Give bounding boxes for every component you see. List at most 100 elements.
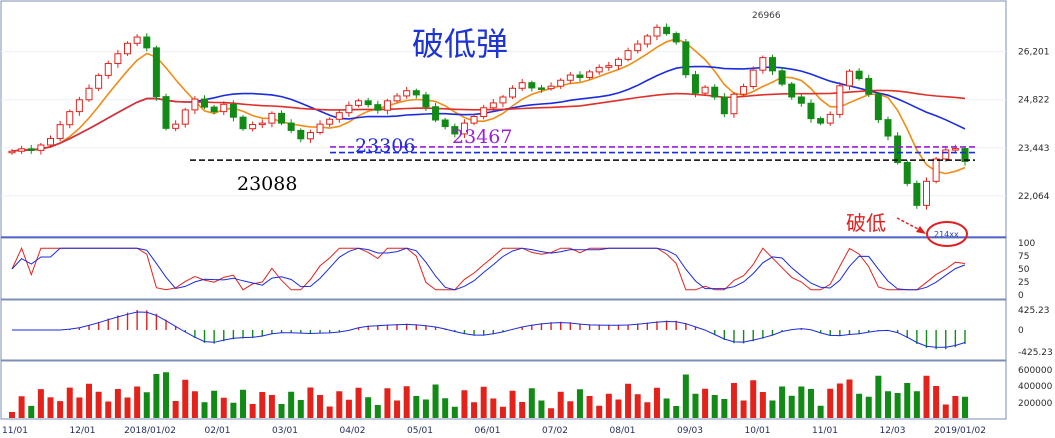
candle-body bbox=[942, 149, 950, 160]
y-tick-label: 23,443 bbox=[1018, 144, 1050, 154]
candle-body bbox=[297, 129, 305, 140]
volume-bar bbox=[788, 395, 795, 418]
candle-body bbox=[701, 86, 709, 94]
candle-body bbox=[614, 58, 622, 67]
candle-body bbox=[133, 36, 141, 44]
volume-bar bbox=[384, 388, 391, 418]
volume-bar bbox=[288, 391, 295, 418]
volume-bar bbox=[894, 393, 901, 418]
volume-bar bbox=[403, 386, 410, 418]
date-label: 12/03 bbox=[880, 426, 906, 436]
volume-bar bbox=[615, 399, 622, 418]
macd-tick-label: 0 bbox=[1018, 326, 1024, 336]
volume-bar bbox=[586, 396, 593, 418]
volume-bar bbox=[47, 397, 54, 418]
volume-bar bbox=[884, 391, 891, 418]
candle-body bbox=[143, 36, 151, 49]
volume-bar bbox=[240, 389, 247, 418]
candle-body bbox=[95, 74, 103, 89]
date-label: 02/01 bbox=[205, 426, 231, 436]
volume-bar bbox=[365, 397, 372, 418]
candle-body bbox=[720, 96, 728, 115]
volume-bar bbox=[692, 393, 699, 418]
date-label: 2018/01/02 bbox=[124, 426, 176, 436]
date-label: 11/01 bbox=[812, 426, 838, 436]
volume-bar bbox=[355, 387, 362, 418]
volume-bar bbox=[28, 405, 35, 418]
candle-body bbox=[807, 102, 815, 120]
volume-bar bbox=[769, 400, 776, 418]
volume-bar bbox=[95, 391, 102, 418]
level-label-23306: 23306 bbox=[355, 135, 415, 157]
candle-body bbox=[595, 66, 603, 73]
candle-body bbox=[682, 41, 690, 76]
candle-body bbox=[345, 104, 353, 114]
volume-bar bbox=[528, 388, 535, 418]
candle-body bbox=[37, 144, 45, 151]
volume-tick-label: 600000 bbox=[1018, 366, 1053, 376]
date-label: 05/01 bbox=[407, 426, 433, 436]
candle-body bbox=[711, 86, 719, 98]
date-label: 08/01 bbox=[610, 426, 636, 436]
volume-tick-label: 400000 bbox=[1018, 382, 1053, 392]
kd-tick-label: 50 bbox=[1018, 265, 1030, 275]
candle-body bbox=[316, 123, 324, 134]
level-label-23467: 23467 bbox=[452, 126, 512, 148]
candle-body bbox=[335, 112, 343, 120]
candle-body bbox=[480, 107, 488, 117]
candle-body bbox=[172, 123, 180, 129]
volume-bar bbox=[413, 396, 420, 418]
date-label: 09/03 bbox=[677, 426, 703, 436]
candle-body bbox=[287, 122, 295, 131]
candle-body bbox=[460, 122, 468, 135]
candle-body bbox=[239, 116, 247, 130]
candle-body bbox=[441, 119, 449, 128]
volume-bar bbox=[663, 398, 670, 418]
candle-body bbox=[489, 102, 497, 109]
annotation-break-low: 破低 bbox=[846, 211, 886, 235]
macd-tick-label: 425.23 bbox=[1018, 306, 1050, 316]
volume-bar bbox=[182, 379, 189, 418]
volume-bar bbox=[576, 389, 583, 418]
candle-body bbox=[855, 70, 863, 80]
volume-bar bbox=[913, 391, 920, 418]
candle-body bbox=[932, 158, 940, 182]
kd-tick-label: 75 bbox=[1018, 252, 1029, 262]
volume-bar bbox=[153, 374, 160, 418]
candle-body bbox=[672, 33, 680, 43]
ma-line-red bbox=[11, 89, 966, 152]
candle-body bbox=[586, 71, 594, 78]
candle-body bbox=[422, 94, 430, 108]
candle-body bbox=[894, 135, 902, 163]
volume-bar bbox=[548, 408, 555, 418]
volume-bar bbox=[509, 390, 516, 418]
volume-bar bbox=[798, 386, 805, 418]
volume-bar bbox=[807, 389, 814, 418]
volume-bar bbox=[394, 400, 401, 418]
volume-bar bbox=[345, 399, 352, 418]
volume-bar bbox=[432, 384, 439, 418]
volume-bar bbox=[480, 386, 487, 418]
candle-body bbox=[634, 43, 642, 52]
low-label: 214xx bbox=[934, 230, 959, 239]
main-y-axis: 26,201 24,822 23,443 22,064 bbox=[1018, 48, 1050, 202]
candle-body bbox=[913, 182, 921, 206]
volume-bar bbox=[711, 395, 718, 418]
candle-body bbox=[691, 74, 699, 94]
candle-body bbox=[759, 57, 767, 71]
candle-body bbox=[797, 96, 805, 104]
volume-bar bbox=[461, 390, 468, 418]
candle-body bbox=[874, 93, 882, 121]
candle-body bbox=[826, 113, 834, 124]
volume-bar bbox=[278, 404, 285, 418]
volume-bar bbox=[673, 406, 680, 418]
volume-bar bbox=[499, 406, 506, 418]
candle-body bbox=[181, 109, 189, 125]
candle-body bbox=[509, 87, 517, 98]
volume-bar bbox=[259, 392, 266, 418]
macd-tick-label: -425.23 bbox=[1018, 348, 1053, 358]
volume-bar bbox=[653, 387, 660, 418]
candle-body bbox=[537, 87, 545, 90]
volume-bar bbox=[962, 396, 968, 418]
candle-body bbox=[836, 85, 844, 115]
